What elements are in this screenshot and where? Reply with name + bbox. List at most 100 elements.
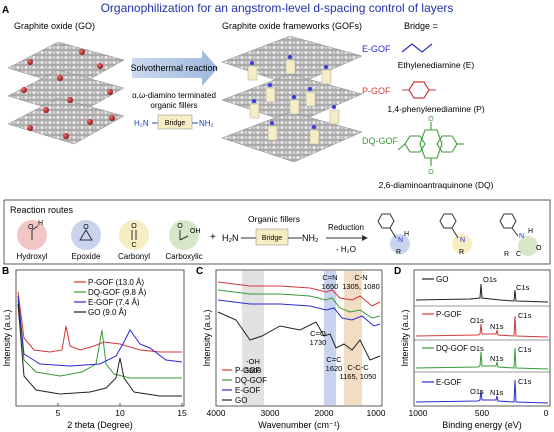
xps-xtick-0: 0	[544, 408, 549, 418]
ftir-cn2-label: C-N	[354, 273, 367, 282]
water-loss-label: - H₂O	[336, 245, 356, 254]
xrd-ylabel: Intensity (a.u.)	[2, 309, 12, 366]
xrd-xtick-15: 15	[177, 408, 187, 418]
amine-r: R	[396, 249, 401, 256]
amine-h: H	[404, 231, 409, 238]
xrd-trace-egof	[17, 295, 183, 367]
xrd-legend-egof: E-GOF (7.4 Å)	[88, 298, 140, 307]
hydroxyl-h: H	[38, 220, 43, 227]
xps-pgof-c1s: C1s	[518, 311, 532, 320]
amide-h: H	[528, 228, 533, 235]
ftir-xtick-4000: 4000	[207, 408, 226, 418]
bridge-equals: Bridge =	[404, 21, 438, 31]
xps-xtick-500: 500	[475, 408, 489, 418]
ftir-legend-egof: E-GOF	[235, 386, 260, 395]
xps-trace-egof	[415, 379, 549, 404]
xps-go-o1s: O1s	[483, 275, 497, 284]
pgof-label: P-GOF	[362, 86, 391, 96]
carboxylic-o: O	[177, 223, 183, 230]
ftir-ccc-value: 1165, 1050	[340, 372, 377, 381]
ftir-cn1-value: 1650	[322, 282, 339, 291]
carboxylic-label: Carboxylic	[165, 252, 202, 261]
ftir-legend-dqgof: DQ-GOF	[235, 376, 267, 385]
ftir-cc-value: 1620	[326, 364, 343, 373]
xps-ylabel: Intensity (a.u.)	[400, 309, 410, 366]
panel-b-letter: B	[2, 266, 9, 277]
plus-sign: +	[210, 232, 216, 243]
xrd-xtick-5: 5	[56, 408, 61, 418]
xrd-xtick-10: 10	[115, 408, 125, 418]
egof-name: Ethylenediamine (E)	[398, 60, 475, 70]
ftir-legend-go: GO	[235, 396, 247, 405]
pgof-name: 1,4-phenylenediamine (P)	[387, 104, 485, 114]
xrd-trace-go	[17, 303, 182, 397]
xps-dqgof-c1s: C1s	[518, 345, 532, 354]
ftir-cn2-value: 1305, 1080	[342, 282, 380, 291]
reduction-arrow	[362, 235, 368, 241]
xrd-legend-go: GO (9.0 Å)	[88, 308, 127, 317]
carboxylic-group: O OH	[169, 220, 201, 250]
imine-r: R	[459, 249, 464, 256]
ftir-trace-egof	[217, 299, 381, 327]
xps-go-c1s: C1s	[516, 283, 530, 292]
egof-label: E-GOF	[362, 44, 391, 54]
ftir-legend: P-GOF DQ-GOF E-GOF GO	[222, 366, 267, 405]
xps-pgof-n1s: N1s	[490, 322, 504, 331]
carbonyl-c: C	[131, 242, 136, 249]
reaction-routes-box	[3, 199, 551, 265]
xps-trace-pgof	[415, 315, 549, 338]
ftir-xlabel: Wavenumber (cm⁻¹)	[258, 420, 339, 430]
product-amide: N H R C O	[499, 213, 542, 258]
hydroxyl-o: O	[28, 224, 34, 231]
xps-egof-c1s: C1s	[518, 377, 532, 386]
bridge-label: Bridge	[165, 120, 185, 127]
xrd-plot-frame	[15, 269, 185, 407]
xps-trace-go	[415, 283, 549, 303]
carbonyl-label: Carbonyl	[118, 252, 150, 261]
cn-band-highlight	[324, 271, 336, 405]
route-bridge-box	[255, 228, 289, 246]
ftir-xtick-1000: 1000	[367, 408, 386, 418]
route-bridge-label: Bridge	[262, 235, 282, 242]
carboxylic-oh: OH	[190, 228, 201, 235]
xps-egof-n1s: N1s	[490, 388, 504, 397]
xps-pgof-o1s: O1s	[470, 316, 484, 325]
amide-n: N	[519, 233, 524, 240]
imine-n: N	[460, 237, 465, 244]
routes-title: Reaction routes	[10, 205, 74, 215]
ftir-trace-pgof	[217, 281, 381, 307]
product-amine: N H R	[377, 213, 410, 256]
diaminoanthraquinone-structure	[397, 122, 464, 166]
hydroxyl-label: Hydroxyl	[16, 252, 47, 261]
amide-r: R	[504, 251, 509, 258]
epoxide-group: O	[71, 220, 101, 250]
dqgof-name: 2,6-diaminoantraquinone (DQ)	[379, 180, 494, 190]
xps-label-pgof: P-GOF	[436, 310, 461, 319]
bridge-box	[157, 114, 193, 130]
ftir-xtick-3000: 3000	[261, 408, 280, 418]
gofs-label: Graphite oxide frameworks (GOFs)	[222, 21, 362, 31]
ethylenediamine-structure	[401, 43, 433, 53]
reaction-label: Solvothermal reaction	[130, 63, 217, 73]
go-layer-stack	[7, 41, 125, 145]
panel-d-letter: D	[394, 266, 401, 277]
ftir-oh-value: 3300	[245, 366, 262, 375]
ccc-band-highlight	[344, 271, 362, 405]
ftir-plot-frame	[215, 269, 383, 407]
epoxide-o: O	[83, 224, 89, 231]
xrd-trace-pgof	[17, 291, 182, 353]
xrd-legend-dqgof: DQ-GOF (9.8 Å)	[88, 288, 147, 297]
h2n-label: H₂N	[134, 119, 149, 128]
dq-oxygen-bottom: O	[428, 169, 434, 176]
ftir-trace-dqgof	[217, 289, 381, 319]
amide-o: O	[536, 245, 542, 252]
ftir-legend-pgof: P-GOF	[235, 366, 260, 375]
ftir-ylabel: Intensity (a.u.)	[202, 309, 212, 366]
ftir-oh-label: -OH	[246, 357, 260, 366]
xps-label-egof: E-GOF	[436, 378, 461, 387]
ftir-trace-go	[217, 311, 381, 361]
ftir-co-value: 1730	[310, 338, 327, 347]
gof-framework-stack	[221, 35, 363, 163]
epoxide-label: Epoxide	[72, 252, 101, 261]
